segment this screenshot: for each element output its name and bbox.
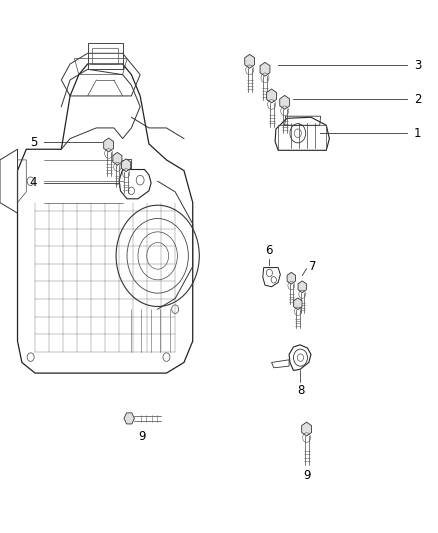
Text: 4: 4 [30,176,37,189]
Polygon shape [122,159,131,172]
Text: 7: 7 [309,260,316,273]
Text: 5: 5 [30,136,37,149]
Polygon shape [104,138,113,152]
Polygon shape [267,89,276,103]
Polygon shape [298,281,307,293]
Polygon shape [293,298,302,310]
Polygon shape [280,95,290,109]
Text: 1: 1 [414,127,421,140]
Polygon shape [124,413,134,424]
Text: 6: 6 [265,244,273,257]
Text: 9: 9 [138,430,146,443]
Polygon shape [260,62,270,76]
Polygon shape [287,272,296,284]
Text: 9: 9 [303,469,311,482]
Text: 3: 3 [414,59,421,72]
Polygon shape [245,54,254,68]
Polygon shape [113,152,122,165]
Text: 8: 8 [297,384,304,397]
Text: 2: 2 [414,93,421,106]
Polygon shape [302,422,311,436]
